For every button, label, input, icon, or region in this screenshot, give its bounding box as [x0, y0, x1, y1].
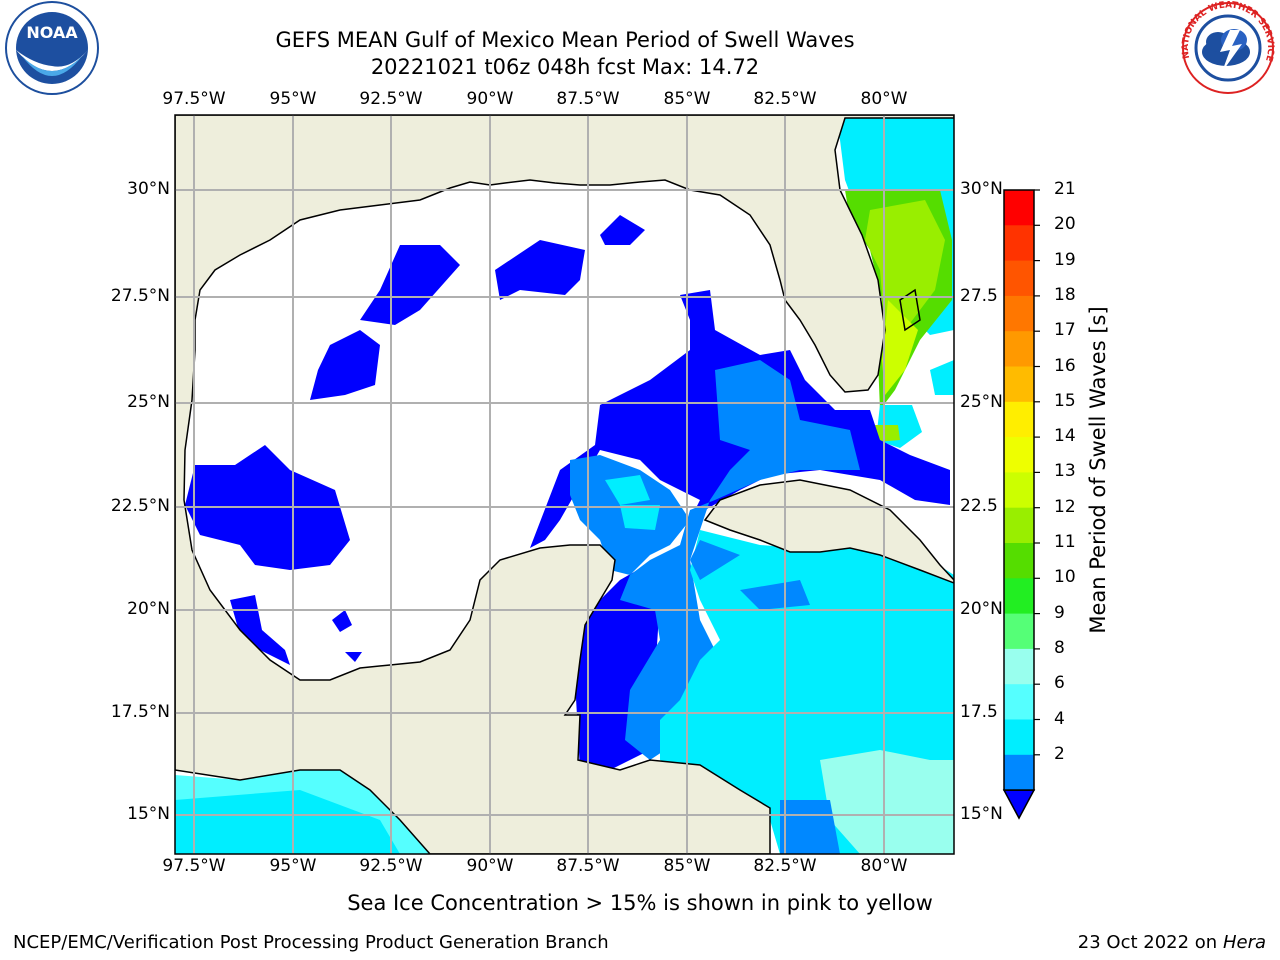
land-mass-cuba: [705, 480, 954, 583]
lat-label-right: 25°N: [960, 392, 1003, 412]
colorbar-tick-label: 4: [1054, 708, 1065, 729]
lat-label-left: 30°N: [127, 179, 170, 199]
colorbar-segment: [1004, 401, 1034, 438]
colorbar-tick-label: 14: [1054, 426, 1076, 447]
colorbar-tick-label: 2: [1054, 743, 1065, 764]
colorbar-segment: [1004, 578, 1034, 615]
map-gridlines: [175, 115, 954, 854]
colorbar-tick-label: 17: [1054, 320, 1076, 341]
map-frame: [174, 114, 955, 855]
colorbar-tick-label: 16: [1054, 355, 1076, 376]
footer-date-text: 23 Oct 2022 on: [1077, 932, 1223, 953]
footer-credit: NCEP/EMC/Verification Post Processing Pr…: [13, 932, 609, 953]
colorbar-tick-label: 18: [1054, 284, 1076, 305]
plot-subtitle: 20221021 t06z 048h fcst Max: 14.72: [370, 55, 760, 79]
lon-label-bottom: 80°W: [860, 856, 908, 876]
colorbar-segment: [1004, 648, 1034, 685]
colorbar-segment: [1004, 295, 1034, 332]
colorbar-tick-label: 11: [1054, 532, 1076, 552]
colorbar-tick-label: 15: [1054, 390, 1076, 411]
lon-label-top: 95°W: [269, 89, 317, 109]
colorbar-segment: [1004, 366, 1034, 403]
footer-date: 23 Oct 2022 on Hera: [1078, 932, 1266, 953]
lon-label-top: 87.5°W: [556, 89, 620, 109]
lon-label-top: 80°W: [860, 89, 908, 109]
colorbar-title: Mean Period of Swell Waves [s]: [1086, 306, 1110, 634]
lon-label-top: 82.5°W: [753, 89, 817, 109]
colorbar-tick-label: 12: [1054, 496, 1076, 517]
lon-label-top: 85°W: [663, 89, 711, 109]
nws-logo: NATIONAL WEATHER SERVICE: [1181, 0, 1275, 94]
coastline: [175, 115, 954, 854]
lon-label-top: 90°W: [466, 89, 514, 109]
colorbar-segment: [1004, 260, 1034, 297]
lat-label-right: 17.5: [960, 702, 998, 722]
lat-label-right: 15°N: [960, 804, 1003, 824]
sea-ice-note: Sea Ice Concentration > 15% is shown in …: [347, 891, 933, 915]
colorbar-segment: [1004, 190, 1034, 226]
colorbar-tick-label: 21: [1054, 179, 1076, 199]
colorbar-tick-label: 6: [1054, 673, 1065, 694]
lat-label-left: 20°N: [127, 599, 170, 619]
lat-label-left: 27.5°N: [110, 286, 170, 306]
lon-label-bottom: 92.5°W: [359, 856, 423, 876]
lon-label-top: 97.5°W: [162, 89, 226, 109]
lon-label-bottom: 82.5°W: [753, 856, 817, 876]
colorbar-segment: [1004, 331, 1034, 367]
lat-label-left: 17.5°N: [110, 702, 170, 722]
colorbar-segment: [1004, 543, 1034, 579]
colorbar-segment: [1004, 437, 1034, 473]
land-mass-top: [175, 115, 954, 854]
colorbar-tick-label: 8: [1054, 637, 1065, 658]
colorbar-tick-label: 9: [1054, 602, 1065, 623]
colorbar-tick-label: 19: [1054, 249, 1076, 270]
colorbar-segment: [1004, 225, 1034, 262]
colorbar-segment: [1004, 754, 1034, 791]
lon-label-bottom: 90°W: [466, 856, 514, 876]
lat-label-right: 30°N: [960, 179, 1003, 199]
lat-label-left: 15°N: [127, 804, 170, 824]
colorbar: [1002, 189, 1040, 820]
lat-label-right: 27.5: [960, 286, 998, 306]
lon-label-bottom: 97.5°W: [162, 856, 226, 876]
lon-label-bottom: 95°W: [269, 856, 317, 876]
lon-label-bottom: 87.5°W: [556, 856, 620, 876]
colorbar-tick-label: 10: [1054, 567, 1076, 588]
lat-label-left: 22.5°N: [110, 496, 170, 516]
plot-title: GEFS MEAN Gulf of Mexico Mean Period of …: [275, 28, 855, 52]
colorbar-frame: [1003, 189, 1035, 791]
colorbar-segment: [1004, 472, 1034, 509]
colorbar-segment: [1004, 613, 1034, 650]
colorbar-tick-label: 13: [1054, 461, 1076, 482]
lat-label-right: 22.5: [960, 496, 998, 516]
colorbar-segment: [1004, 507, 1034, 544]
colorbar-tick-label: 20: [1054, 214, 1076, 235]
footer-host: Hera: [1222, 932, 1266, 953]
lat-label-left: 25°N: [127, 392, 170, 412]
lat-label-right: 20°N: [960, 599, 1003, 619]
colorbar-segment: [1004, 684, 1034, 720]
lon-label-bottom: 85°W: [663, 856, 711, 876]
colorbar-extend-triangle: [1002, 789, 1036, 820]
coastline: [899, 288, 921, 332]
svg-text:NOAA: NOAA: [26, 23, 78, 42]
colorbar-segment: [1004, 719, 1034, 756]
lon-label-top: 92.5°W: [359, 89, 423, 109]
map-area: [175, 115, 954, 854]
noaa-logo: NOAA: [5, 1, 99, 95]
